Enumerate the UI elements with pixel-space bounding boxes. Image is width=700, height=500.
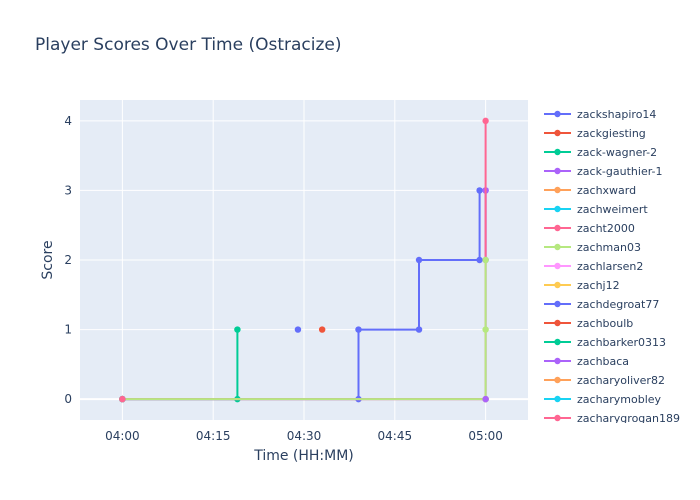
legend-label: zacharymobley (577, 393, 662, 406)
legend-item[interactable]: zachlarsen2 (544, 260, 643, 273)
x-tick-label: 04:45 (378, 429, 413, 443)
y-tick-label: 4 (64, 114, 72, 128)
legend-item[interactable]: zachbarker0313 (544, 336, 666, 349)
legend-swatch-marker (554, 167, 561, 175)
series-zacharygrogan189 (119, 395, 126, 403)
x-tick-label: 04:30 (287, 429, 322, 443)
data-point (119, 395, 126, 403)
legend-label: zachlarsen2 (577, 260, 643, 273)
legend-label: zacharygrogan189 (577, 412, 680, 425)
legend-label: zachweimert (577, 203, 648, 216)
data-point (355, 326, 362, 333)
legend-item[interactable]: zackgiesting (544, 127, 646, 140)
legend-swatch-marker (554, 319, 561, 327)
x-tick-label: 04:00 (105, 429, 140, 443)
legend-label: zackgiesting (577, 127, 646, 140)
legend-label: zack-gauthier-1 (577, 165, 663, 178)
legend-item[interactable]: zachdegroat77 (544, 298, 659, 311)
legend-swatch-marker (554, 224, 561, 232)
data-point (415, 256, 423, 264)
x-tick-label: 05:00 (468, 429, 503, 443)
legend-label: zackshapiro14 (577, 108, 656, 121)
legend-label: zachbarker0313 (577, 336, 666, 349)
data-point (318, 326, 326, 333)
legend-swatch-marker (554, 300, 561, 308)
y-tick-label: 3 (64, 183, 72, 197)
series-zachbaca (482, 395, 489, 403)
legend-item[interactable]: zachxward (544, 184, 636, 197)
data-point (482, 326, 489, 333)
legend-label: zacharyoliver82 (577, 374, 665, 387)
legend-item[interactable]: zacht2000 (544, 222, 635, 235)
series-line (122, 260, 487, 401)
legend-swatch-marker (554, 281, 561, 289)
series-zachdegroat77 (294, 326, 302, 333)
y-tick-label: 1 (64, 323, 72, 337)
legend-item[interactable]: zachman03 (544, 241, 641, 254)
data-point (476, 187, 483, 194)
legend-swatch-marker (554, 129, 561, 137)
legend[interactable]: zackshapiro14 zackgiesting zack-wagner-2 za… (544, 108, 680, 425)
legend-item[interactable]: zackshapiro14 (544, 108, 656, 121)
legend-label: zack-wagner-2 (577, 146, 657, 159)
legend-swatch-marker (554, 110, 561, 118)
legend-swatch-marker (554, 243, 561, 251)
legend-item[interactable]: zacharyoliver82 (544, 374, 665, 387)
legend-swatch-marker (554, 357, 561, 365)
series-layer (119, 117, 489, 403)
legend-label: zachbaca (577, 355, 629, 368)
legend-label: zachj12 (577, 279, 620, 292)
legend-label: zacht2000 (577, 222, 635, 235)
y-axis-title: Score (40, 240, 56, 279)
legend-swatch-marker (554, 262, 561, 270)
x-tick-label: 04:15 (196, 429, 231, 443)
x-axis-title: Time (HH:MM) (253, 448, 354, 464)
legend-item[interactable]: zachj12 (544, 279, 620, 292)
legend-label: zachboulb (577, 317, 633, 330)
data-point (294, 326, 302, 333)
legend-label: zachman03 (577, 241, 641, 254)
legend-swatch-marker (554, 338, 561, 346)
y-tick-label: 0 (64, 392, 72, 406)
legend-label: zachdegroat77 (577, 298, 659, 311)
data-point (476, 256, 483, 264)
legend-item[interactable]: zachbaca (544, 355, 629, 368)
series-zackgiesting (318, 326, 326, 333)
data-point (482, 395, 489, 403)
legend-swatch-marker (554, 205, 561, 213)
legend-item[interactable]: zacharygrogan189 (544, 412, 680, 425)
data-point (415, 326, 423, 333)
legend-swatch-marker (554, 414, 561, 422)
legend-swatch-marker (554, 376, 561, 384)
legend-swatch-marker (554, 395, 561, 403)
legend-swatch-marker (554, 186, 561, 194)
legend-item[interactable]: zachweimert (544, 203, 648, 216)
legend-item[interactable]: zacharymobley (544, 393, 662, 406)
legend-item[interactable]: zack-gauthier-1 (544, 165, 663, 178)
legend-item[interactable]: zachboulb (544, 317, 633, 330)
chart-title: Player Scores Over Time (Ostracize) (35, 35, 342, 55)
legend-label: zachxward (577, 184, 636, 197)
y-tick-label: 2 (64, 253, 72, 267)
data-point (234, 326, 241, 333)
legend-item[interactable]: zack-wagner-2 (544, 146, 657, 159)
data-point (482, 256, 489, 264)
legend-swatch-marker (554, 148, 561, 156)
data-point (482, 117, 489, 125)
y-axis-ticks: 0 1 2 3 4 (64, 114, 72, 406)
x-axis-ticks: 04:00 04:15 04:30 04:45 05:00 (105, 429, 503, 443)
